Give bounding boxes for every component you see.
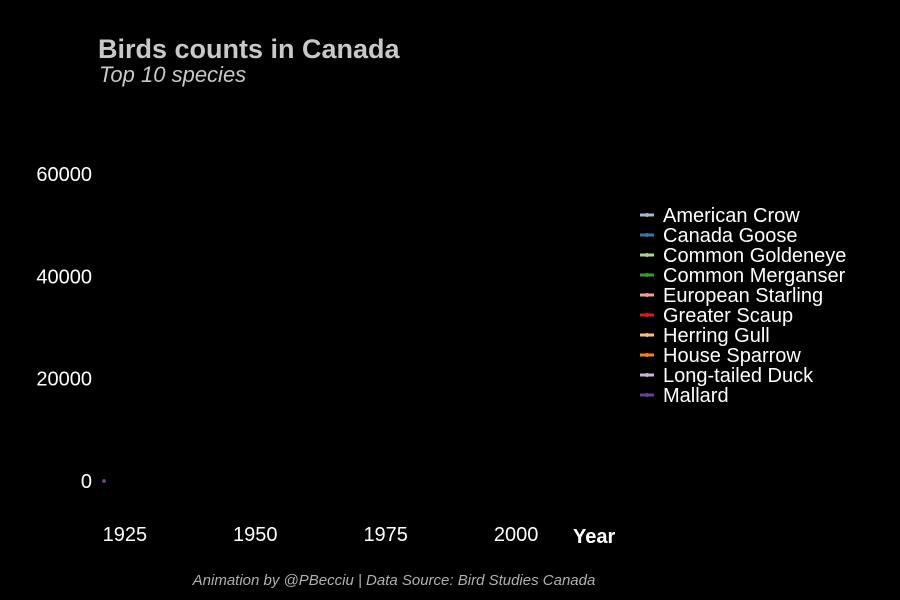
legend-swatch-dot bbox=[645, 373, 649, 377]
y-tick-label: 40000 bbox=[36, 266, 92, 288]
legend-swatch-dot bbox=[645, 313, 649, 317]
y-axis: 0 20000 40000 60000 bbox=[36, 164, 92, 493]
legend-label: Common Merganser bbox=[663, 265, 846, 287]
legend-label: Herring Gull bbox=[663, 325, 770, 347]
data-point bbox=[102, 479, 106, 483]
legend-swatch-dot bbox=[645, 233, 649, 237]
legend-label: Greater Scaup bbox=[663, 305, 793, 327]
legend-swatch-dot bbox=[645, 353, 649, 357]
chart-title: Birds counts in Canada bbox=[98, 34, 400, 64]
x-axis-label: Year bbox=[573, 526, 615, 548]
x-tick-label: 1950 bbox=[233, 524, 278, 546]
legend-swatch-dot bbox=[645, 393, 649, 397]
legend-swatch-dot bbox=[645, 213, 649, 217]
y-tick-label: 0 bbox=[81, 471, 92, 493]
chart-subtitle: Top 10 species bbox=[99, 62, 247, 87]
x-axis: 1925 1950 1975 2000 bbox=[103, 524, 539, 546]
x-tick-label: 1925 bbox=[103, 524, 148, 546]
legend-swatch-dot bbox=[645, 293, 649, 297]
legend-label: Long-tailed Duck bbox=[663, 365, 814, 387]
y-tick-label: 60000 bbox=[36, 164, 92, 186]
legend-swatch-dot bbox=[645, 273, 649, 277]
legend-label: House Sparrow bbox=[663, 345, 801, 367]
legend-label: European Starling bbox=[663, 285, 823, 307]
legend-swatch-dot bbox=[645, 333, 649, 337]
chart-caption: Animation by @PBecciu | Data Source: Bir… bbox=[192, 572, 596, 589]
plot-area bbox=[102, 479, 106, 483]
legend-label: Mallard bbox=[663, 385, 729, 407]
legend-label: Common Goldeneye bbox=[663, 245, 846, 267]
legend-label: Canada Goose bbox=[663, 225, 798, 247]
y-tick-label: 20000 bbox=[36, 369, 92, 391]
legend-label: American Crow bbox=[663, 205, 800, 227]
x-tick-label: 1975 bbox=[363, 524, 408, 546]
legend-swatch-dot bbox=[645, 253, 649, 257]
x-tick-label: 2000 bbox=[494, 524, 539, 546]
